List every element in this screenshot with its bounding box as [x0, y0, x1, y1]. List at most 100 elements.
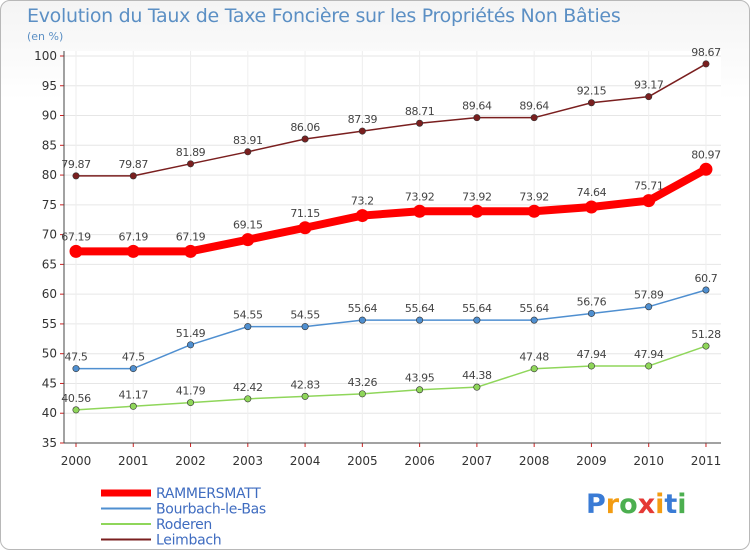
- legend-label: Bourbach-le-Bas: [156, 502, 266, 518]
- data-label: 43.26: [348, 376, 378, 389]
- data-label: 89.64: [462, 100, 492, 113]
- data-point: [416, 119, 424, 127]
- data-label: 43.95: [405, 372, 435, 385]
- data-point: [244, 395, 252, 403]
- proxiti-logo: Proxiti: [586, 489, 687, 520]
- data-label: 74.64: [577, 186, 607, 199]
- data-label: 86.06: [290, 121, 320, 134]
- y-tick-label: 55: [42, 317, 57, 331]
- data-label: 60.7: [695, 272, 718, 285]
- data-label: 54.55: [233, 309, 263, 322]
- data-label: 40.56: [61, 392, 91, 405]
- data-label: 79.87: [119, 158, 149, 171]
- data-point: [702, 342, 710, 350]
- data-point: [358, 127, 366, 135]
- data-point: [413, 204, 427, 218]
- legend-label: Leimbach: [156, 533, 221, 549]
- x-tick-label: 2004: [290, 454, 321, 468]
- y-tick-label: 85: [42, 138, 57, 152]
- data-point: [470, 204, 484, 218]
- data-point: [584, 200, 598, 214]
- logo-letter: i: [655, 489, 665, 520]
- data-point: [187, 160, 195, 168]
- data-point: [416, 386, 424, 394]
- data-point: [587, 309, 595, 317]
- data-label: 47.5: [122, 351, 145, 364]
- data-label: 73.92: [405, 190, 435, 203]
- data-point: [473, 316, 481, 324]
- y-tick-label: 60: [42, 287, 57, 301]
- data-label: 41.17: [119, 388, 149, 401]
- data-label: 67.19: [119, 230, 149, 243]
- data-point: [184, 244, 198, 258]
- data-label: 56.76: [577, 295, 607, 308]
- data-point: [645, 303, 653, 311]
- data-label: 88.71: [405, 105, 435, 118]
- data-label: 51.49: [176, 327, 206, 340]
- data-label: 69.15: [233, 219, 263, 232]
- data-label: 47.94: [577, 348, 607, 361]
- data-point: [355, 209, 369, 223]
- data-point: [530, 114, 538, 122]
- data-label: 42.83: [290, 378, 320, 391]
- data-point: [298, 221, 312, 235]
- data-label: 83.91: [233, 134, 263, 147]
- data-label: 92.15: [577, 85, 607, 98]
- data-label: 73.92: [462, 190, 492, 203]
- data-point: [126, 244, 140, 258]
- y-tick-label: 70: [42, 228, 57, 242]
- data-label: 44.38: [462, 369, 492, 382]
- data-label: 55.64: [405, 302, 435, 315]
- y-unit-label: (en %): [27, 30, 64, 43]
- series-line-bourbach-le-bas: [75, 289, 707, 370]
- legend-label: RAMMERSMATT: [156, 486, 261, 502]
- data-label: 55.64: [348, 302, 378, 315]
- data-point: [301, 392, 309, 400]
- x-tick-label: 2008: [519, 454, 550, 468]
- data-label: 71.15: [290, 207, 320, 220]
- data-point: [187, 399, 195, 407]
- data-label: 47.48: [519, 351, 549, 364]
- y-tick-label: 50: [42, 347, 57, 361]
- data-point: [702, 286, 710, 294]
- data-point: [244, 148, 252, 156]
- data-label: 81.89: [176, 146, 206, 159]
- x-tick-label: 2010: [633, 454, 664, 468]
- x-tick-label: 2009: [576, 454, 607, 468]
- data-label: 41.79: [176, 385, 206, 398]
- data-label: 98.67: [691, 46, 721, 59]
- y-tick-label: 40: [42, 406, 57, 420]
- data-point: [72, 406, 80, 414]
- data-label: 55.64: [519, 302, 549, 315]
- logo-letter: i: [677, 489, 687, 520]
- data-label: 67.19: [176, 230, 206, 243]
- data-point: [530, 365, 538, 373]
- legend-label: Roderen: [156, 517, 212, 533]
- data-point: [187, 341, 195, 349]
- data-point: [587, 99, 595, 107]
- x-tick-label: 2003: [233, 454, 264, 468]
- y-tick-label: 100: [34, 49, 57, 63]
- data-point: [358, 390, 366, 398]
- data-label: 89.64: [519, 100, 549, 113]
- y-tick-label: 75: [42, 198, 57, 212]
- data-point: [473, 383, 481, 391]
- data-point: [699, 162, 713, 176]
- y-tick-label: 80: [42, 168, 57, 182]
- x-tick-label: 2005: [347, 454, 378, 468]
- data-label: 79.87: [61, 158, 91, 171]
- data-point: [129, 402, 137, 410]
- data-label: 51.28: [691, 328, 721, 341]
- data-point: [129, 172, 137, 180]
- x-tick-label: 2000: [61, 454, 92, 468]
- chart-title: Evolution du Taux de Taxe Foncière sur l…: [27, 5, 621, 27]
- series-line-rammersmatt: [72, 165, 710, 256]
- y-tick-label: 95: [42, 79, 57, 93]
- data-point: [527, 204, 541, 218]
- x-tick-label: 2001: [118, 454, 149, 468]
- data-label: 73.92: [519, 190, 549, 203]
- data-label: 73.2: [351, 195, 374, 208]
- data-label: 55.64: [462, 302, 492, 315]
